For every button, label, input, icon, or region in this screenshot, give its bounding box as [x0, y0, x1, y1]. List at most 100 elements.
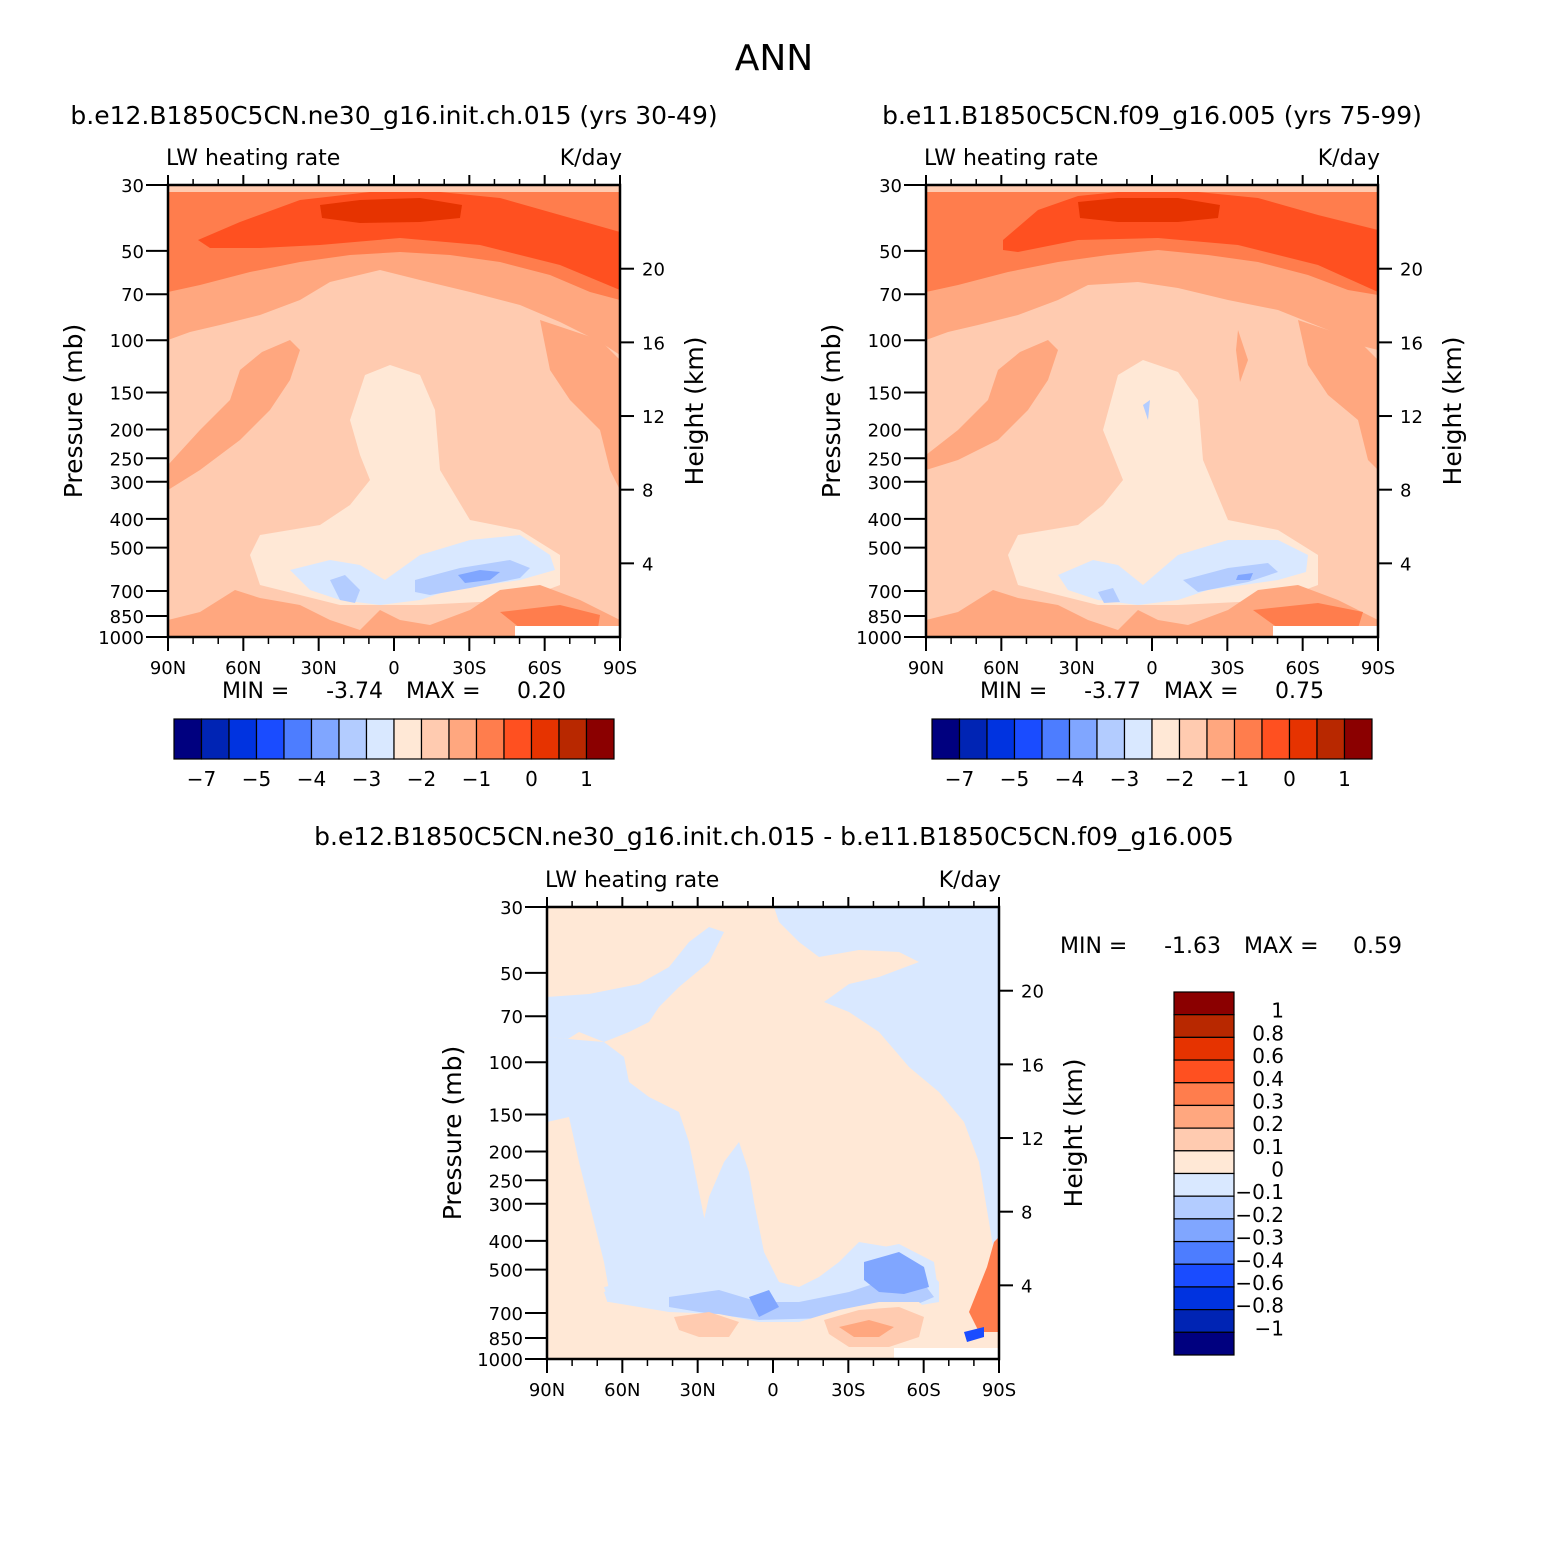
panel-1-right-axis-label: Height (km): [680, 337, 709, 486]
panel-3-max-label: MAX =: [1244, 934, 1319, 959]
y-tick-label: 700: [868, 582, 902, 603]
colorbar-label: −2: [1165, 767, 1194, 791]
contour-band: [749, 1290, 779, 1317]
colorbar-label: −0.8: [1235, 1294, 1284, 1318]
y-tick-label: 1000: [477, 1350, 523, 1371]
y-tick-label: 50: [879, 242, 902, 263]
y-tick-label: 300: [868, 473, 902, 494]
contour-band: [864, 1252, 929, 1294]
panel-1-min-value: -3.74: [326, 679, 383, 704]
panel-3-min-value: -1.63: [1164, 934, 1221, 959]
colorbar-swatch: [1178, 718, 1208, 760]
contour-band: [330, 575, 360, 603]
contour-band: [1273, 626, 1378, 637]
contour-band: [839, 1320, 894, 1337]
colorbar-swatch: [1173, 1218, 1235, 1243]
y-tick-label: 50: [500, 964, 523, 985]
x-tick-label: 60S: [527, 658, 561, 679]
x-tick-label: 30S: [1210, 658, 1244, 679]
colorbar-swatch: [1173, 1127, 1235, 1152]
panel-1-left-label: LW heating rate: [166, 146, 340, 171]
colorbar-swatch: [1173, 1263, 1235, 1288]
x-tick-label: 0: [767, 1380, 778, 1401]
colorbar-swatch: [1173, 991, 1235, 1016]
contour-band: [964, 1327, 984, 1342]
contour-band: [540, 320, 620, 490]
colorbar-label: −1: [1220, 767, 1249, 791]
y-tick-label: 150: [868, 383, 902, 404]
y-tick-label: 70: [500, 1007, 523, 1028]
y-tick-label: 300: [110, 473, 144, 494]
colorbar-label: −1: [1255, 1316, 1284, 1340]
y-tick-label: 100: [868, 331, 902, 352]
contour-band: [1183, 563, 1278, 592]
y-tick-label: 250: [110, 449, 144, 470]
colorbar-label: 0.3: [1252, 1089, 1284, 1113]
colorbar-label: −7: [945, 767, 974, 791]
colorbar-swatch: [1173, 1172, 1235, 1197]
panel-1-x-axis: 90N 60N 30N 0 30S 60S 90S: [150, 175, 637, 679]
y-tick-label: 70: [121, 285, 144, 306]
contour-band: [969, 1237, 999, 1332]
colorbar-label: 0.8: [1252, 1021, 1284, 1045]
x-tick-label: 0: [1146, 658, 1157, 679]
panel-3: b.e12.B1850C5CN.ne30_g16.init.ch.015 - b…: [314, 822, 1402, 1401]
contour-band: [547, 907, 629, 940]
y-tick-label: 100: [489, 1053, 523, 1074]
panel-1: b.e12.B1850C5CN.ne30_g16.init.ch.015 (yr…: [59, 101, 718, 791]
contour-band: [926, 585, 1378, 637]
colorbar-label: 1: [580, 767, 593, 791]
contour-band: [458, 570, 500, 583]
contour-band: [547, 1037, 709, 1292]
colorbar-swatch: [1173, 1331, 1235, 1356]
colorbar-swatch: [1316, 718, 1346, 760]
panel-2-right-axis: 20 16 12 8 4: [1378, 260, 1423, 575]
colorbar-swatch: [475, 718, 505, 760]
colorbar-swatch: [1233, 718, 1263, 760]
y-tick-label: 300: [489, 1195, 523, 1216]
colorbar-swatch: [931, 718, 961, 760]
x-tick-label: 30N: [300, 658, 336, 679]
y-tick-label: 850: [489, 1329, 523, 1350]
colorbar-swatch: [1173, 1082, 1235, 1107]
colorbar-label: −7: [187, 767, 216, 791]
colorbar-swatch: [1173, 1104, 1235, 1129]
right-tick-label: 4: [1400, 554, 1411, 575]
x-tick-label: 60N: [983, 658, 1019, 679]
panel-1-min-label: MIN =: [222, 679, 289, 704]
panel-3-contours: [547, 907, 999, 1359]
y-tick-label: 200: [110, 421, 144, 442]
y-tick-label: 500: [110, 539, 144, 560]
panel-2-min-label: MIN =: [980, 679, 1047, 704]
panel-1-max-value: 0.20: [517, 679, 566, 704]
colorbar-swatch: [1041, 718, 1071, 760]
colorbar-swatch: [283, 718, 313, 760]
x-tick-label: 30N: [679, 1380, 715, 1401]
colorbar-label: −0.3: [1235, 1226, 1284, 1250]
right-tick-label: 12: [642, 407, 665, 428]
x-tick-label: 0: [388, 658, 399, 679]
panel-2-contours: [926, 185, 1378, 637]
panel-2-title: b.e11.B1850C5CN.f09_g16.005 (yrs 75-99): [882, 101, 1422, 130]
right-tick-label: 20: [1021, 982, 1044, 1003]
colorbar-swatch: [1013, 718, 1043, 760]
colorbar-swatch: [228, 718, 258, 760]
y-tick-label: 200: [868, 421, 902, 442]
right-tick-label: 8: [642, 481, 653, 502]
colorbar-swatch: [1173, 1286, 1235, 1311]
right-tick-label: 12: [1400, 407, 1423, 428]
colorbar-swatch: [1261, 718, 1291, 760]
y-tick-label: 200: [489, 1143, 523, 1164]
colorbar-label: 0.2: [1252, 1112, 1284, 1136]
contour-band: [320, 198, 462, 223]
colorbar-swatch: [365, 718, 395, 760]
colorbar-swatch: [448, 718, 478, 760]
colorbar-swatch: [310, 718, 340, 760]
colorbar-label: −4: [297, 767, 326, 791]
panel-3-left-label: LW heating rate: [545, 868, 719, 893]
y-tick-label: 850: [110, 607, 144, 628]
colorbar-swatch: [1206, 718, 1236, 760]
contour-band: [198, 192, 620, 290]
colorbar-label: −1: [462, 767, 491, 791]
contour-band: [1143, 400, 1150, 420]
